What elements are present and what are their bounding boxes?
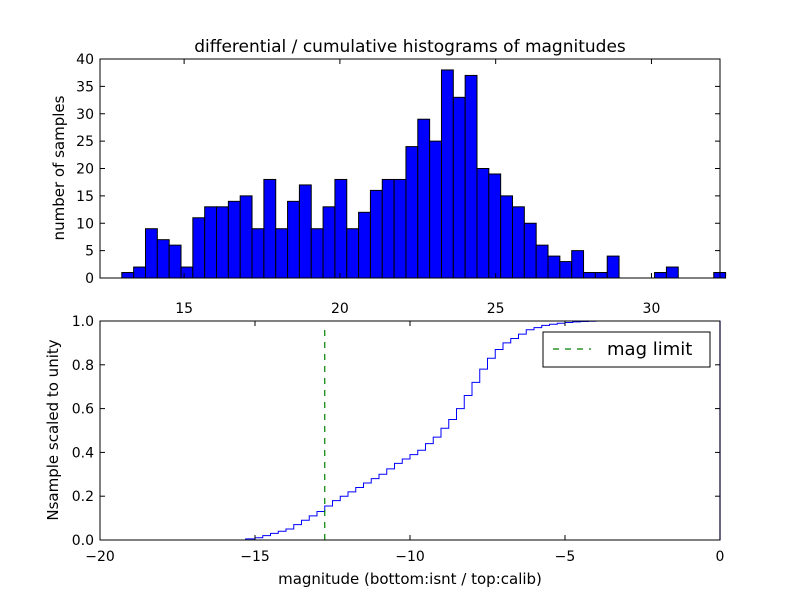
histogram-bar bbox=[429, 140, 442, 279]
histogram-bar bbox=[334, 178, 348, 279]
histogram-bar bbox=[275, 228, 289, 279]
histogram-bar bbox=[192, 217, 206, 279]
chart-title: differential / cumulative histograms of … bbox=[194, 37, 626, 57]
x-tick-label: 25 bbox=[487, 301, 505, 317]
cumulative-frame bbox=[99, 320, 721, 541]
histogram-bar bbox=[216, 206, 229, 279]
y-tick-label: 20 bbox=[76, 162, 94, 178]
cumulative-step-line bbox=[100, 320, 720, 541]
histogram-bar bbox=[583, 272, 596, 279]
histogram-bar bbox=[488, 173, 502, 279]
histogram-bar bbox=[168, 244, 182, 279]
histogram-bar bbox=[476, 168, 490, 279]
cumulative-x-axis-label: magnitude (bottom:isnt / top:calib) bbox=[278, 570, 542, 588]
legend: mag limit bbox=[542, 331, 711, 368]
histogram-bar bbox=[500, 195, 514, 279]
y-tick-label: 25 bbox=[76, 134, 94, 150]
histogram-bar bbox=[121, 272, 135, 279]
legend-label-mag-limit: mag limit bbox=[607, 339, 692, 360]
histogram-bar bbox=[523, 222, 537, 279]
y-tick-label: 30 bbox=[76, 107, 94, 123]
histogram-bar bbox=[227, 200, 241, 279]
histogram-y-axis-label: number of samples bbox=[50, 95, 68, 240]
histogram-bar bbox=[452, 96, 466, 279]
x-tick-label: −5 bbox=[555, 549, 576, 565]
histogram-bar bbox=[512, 206, 525, 279]
y-tick-label: 35 bbox=[76, 79, 94, 95]
y-tick-label: 0.8 bbox=[72, 358, 94, 374]
histogram-bar bbox=[405, 146, 419, 279]
y-tick-label: 5 bbox=[85, 244, 94, 260]
y-tick-label: 10 bbox=[76, 216, 94, 232]
histogram-bar bbox=[358, 211, 371, 279]
cumulative-y-axis-label: Nsample scaled to unity bbox=[44, 339, 62, 520]
histogram-bar bbox=[571, 250, 585, 279]
histogram-bar bbox=[606, 255, 620, 279]
histogram-bar bbox=[464, 74, 478, 279]
histogram-bar bbox=[654, 272, 667, 279]
histogram-bar bbox=[310, 228, 324, 279]
y-tick-label: 1.0 bbox=[72, 314, 94, 330]
y-tick-label: 0.0 bbox=[72, 533, 94, 549]
y-tick-label: 0.2 bbox=[72, 489, 94, 505]
histogram-bars bbox=[121, 69, 727, 279]
cumulative-panel: Nsample scaled to unity magnitude (botto… bbox=[44, 314, 724, 588]
histogram-bar bbox=[180, 266, 194, 279]
x-tick-label: 15 bbox=[175, 301, 193, 317]
histogram-bar bbox=[559, 261, 573, 279]
x-tick-label: 0 bbox=[716, 549, 725, 565]
histogram-bar bbox=[440, 69, 454, 279]
histogram-bar bbox=[594, 272, 608, 279]
histogram-frame bbox=[99, 58, 721, 279]
histogram-bar bbox=[156, 239, 170, 279]
histogram-bar bbox=[263, 178, 277, 279]
y-tick-label: 40 bbox=[76, 52, 94, 68]
histogram-bar bbox=[346, 228, 360, 279]
x-tick-label: −15 bbox=[240, 549, 270, 565]
histogram-bar bbox=[133, 266, 146, 279]
histogram-bar bbox=[381, 178, 395, 279]
histogram-bar bbox=[369, 189, 383, 279]
histogram-ticks: 0 5 10 15 20 25 30 35 40 15 20 25 30 bbox=[76, 52, 720, 317]
y-tick-label: 0.6 bbox=[72, 402, 94, 418]
y-tick-label: 0 bbox=[85, 271, 94, 287]
histogram-bar bbox=[665, 266, 679, 279]
histogram-bar bbox=[298, 184, 312, 279]
y-tick-label: 15 bbox=[76, 189, 94, 205]
histogram-bar bbox=[322, 206, 336, 279]
histogram-bar bbox=[144, 228, 158, 279]
histogram-bar bbox=[547, 255, 561, 279]
histogram-bar bbox=[393, 178, 407, 279]
x-tick-label: −20 bbox=[85, 549, 115, 565]
histogram-panel: differential / cumulative histograms of … bbox=[50, 37, 727, 317]
histogram-bar bbox=[239, 195, 253, 279]
x-tick-label: 20 bbox=[331, 301, 349, 317]
histogram-bar bbox=[287, 200, 300, 279]
histogram-bar bbox=[251, 228, 265, 279]
histogram-bar bbox=[204, 206, 218, 279]
x-tick-label: 30 bbox=[643, 301, 661, 317]
histogram-bar bbox=[535, 244, 549, 279]
cumulative-ticks: 0.0 0.2 0.4 0.6 0.8 1.0 −20 −15 −10 −5 0 bbox=[72, 314, 725, 565]
histogram-bar bbox=[417, 118, 431, 279]
y-tick-label: 0.4 bbox=[72, 445, 94, 461]
x-tick-label: −10 bbox=[395, 549, 425, 565]
